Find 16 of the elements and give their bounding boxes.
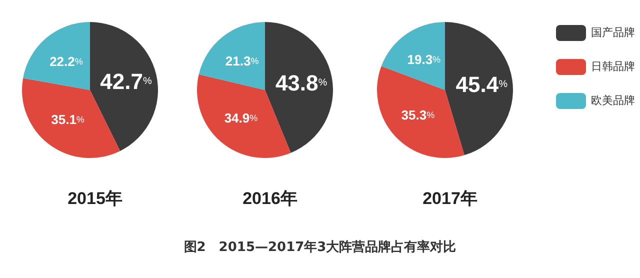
data-label: 22.2%	[50, 54, 83, 70]
data-label: 21.3%	[225, 53, 259, 68]
data-label: 35.1%	[51, 112, 84, 128]
data-label: 45.4%	[456, 72, 508, 98]
data-label: 42.7%	[100, 69, 152, 94]
data-label: 35.3%	[401, 108, 435, 123]
legend-label: 日韩品牌	[591, 60, 635, 73]
data-label: 19.3%	[407, 52, 441, 68]
text: 2016年	[242, 189, 298, 208]
legend-label: 国产品牌	[591, 26, 635, 39]
data-label: 43.8%	[275, 70, 328, 96]
text: 2017年	[422, 189, 478, 208]
data-label: 34.9%	[224, 110, 258, 126]
caption: 图2 2015—2017年3大阵营品牌占有率对比	[182, 238, 458, 256]
text: 2015年	[68, 189, 122, 208]
legend-label: 欧美品牌	[591, 94, 635, 107]
